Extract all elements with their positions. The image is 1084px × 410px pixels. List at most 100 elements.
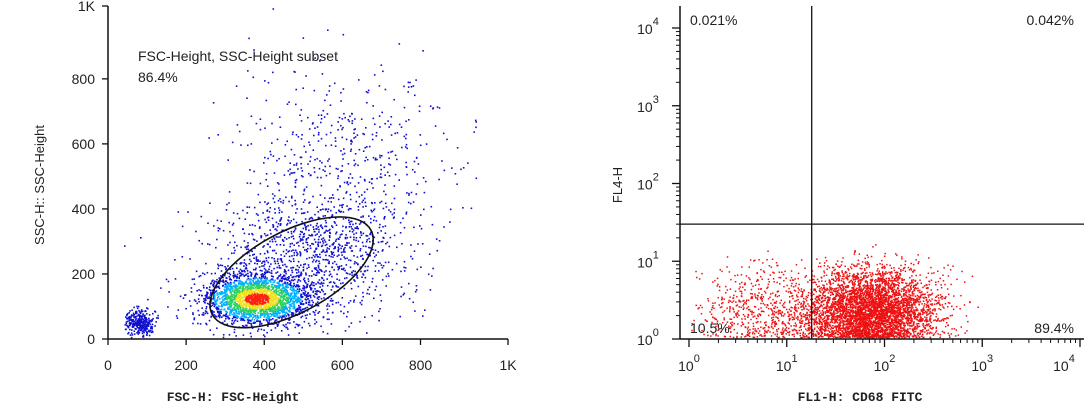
scatter-point — [255, 309, 258, 311]
scatter-point — [227, 317, 229, 319]
scatter-point — [303, 280, 306, 283]
scatter-point — [291, 269, 293, 272]
scatter-point — [746, 331, 749, 334]
scatter-point — [204, 298, 206, 300]
scatter-point — [199, 274, 202, 277]
scatter-point — [272, 295, 275, 298]
scatter-point — [258, 307, 261, 310]
scatter-point — [878, 320, 880, 322]
scatter-point — [285, 294, 288, 296]
scatter-point — [367, 91, 369, 94]
scatter-point — [278, 312, 280, 315]
scatter-point — [398, 123, 401, 126]
scatter-point — [349, 300, 352, 302]
scatter-point — [253, 285, 255, 287]
scatter-point — [353, 255, 355, 257]
scatter-point — [272, 279, 274, 281]
scatter-point — [266, 298, 269, 301]
scatter-point — [411, 258, 414, 260]
scatter-point — [915, 315, 918, 318]
scatter-point — [422, 50, 424, 52]
scatter-point — [244, 218, 247, 220]
scatter-point — [210, 300, 212, 302]
scatter-point — [270, 289, 272, 292]
scatter-point — [926, 309, 929, 311]
scatter-point — [283, 325, 286, 328]
scatter-point — [212, 298, 215, 301]
scatter-point — [314, 268, 317, 270]
scatter-point — [235, 308, 237, 310]
scatter-point — [451, 167, 453, 169]
scatter-point — [167, 306, 169, 308]
scatter-point — [280, 304, 283, 307]
scatter-point — [311, 281, 313, 283]
scatter-point — [350, 143, 352, 145]
scatter-point — [254, 314, 257, 317]
scatter-point — [281, 261, 284, 263]
scatter-point — [776, 316, 779, 319]
scatter-point — [876, 270, 878, 272]
scatter-point — [267, 286, 270, 289]
scatter-point — [268, 271, 270, 273]
scatter-point — [283, 295, 285, 298]
scatter-point — [265, 317, 268, 319]
scatter-point — [246, 307, 249, 309]
scatter-point — [276, 290, 279, 293]
scatter-point — [415, 285, 418, 287]
scatter-point — [185, 307, 187, 310]
scatter-point — [369, 240, 371, 243]
scatter-point — [273, 236, 275, 239]
scatter-point — [262, 246, 264, 248]
scatter-point — [373, 236, 376, 239]
scatter-point — [279, 303, 282, 305]
scatter-point — [274, 321, 276, 323]
scatter-point — [377, 241, 380, 244]
scatter-point — [255, 283, 257, 286]
scatter-point — [277, 199, 280, 202]
scatter-point — [380, 300, 383, 302]
scatter-point — [311, 256, 313, 259]
scatter-point — [133, 323, 135, 325]
scatter-point — [869, 321, 871, 323]
scatter-point — [274, 279, 276, 282]
scatter-point — [182, 297, 185, 299]
scatter-point — [294, 199, 296, 202]
scatter-point — [297, 271, 300, 273]
scatter-point — [205, 307, 207, 310]
scatter-point — [408, 282, 410, 285]
scatter-point — [331, 303, 334, 306]
scatter-point — [241, 296, 244, 299]
scatter-point — [354, 280, 356, 282]
scatter-point — [249, 285, 252, 288]
scatter-point — [315, 321, 318, 323]
scatter-point — [330, 251, 333, 253]
scatter-point — [212, 279, 214, 282]
scatter-point — [247, 144, 249, 147]
scatter-point — [891, 289, 893, 292]
scatter-point — [334, 240, 337, 242]
scatter-point — [263, 284, 265, 287]
scatter-point — [311, 123, 314, 125]
scatter-point — [296, 253, 299, 255]
scatter-point — [206, 271, 209, 274]
scatter-point — [202, 300, 205, 303]
scatter-point — [344, 237, 347, 240]
scatter-point — [351, 228, 353, 230]
scatter-point — [242, 301, 244, 303]
scatter-point — [293, 164, 295, 166]
scatter-point — [232, 222, 235, 225]
scatter-point — [741, 281, 743, 284]
scatter-point — [129, 323, 132, 326]
scatter-point — [147, 307, 149, 310]
scatter-point — [804, 267, 806, 269]
scatter-point — [380, 264, 383, 266]
scatter-point — [300, 175, 303, 177]
scatter-point — [254, 312, 257, 315]
scatter-point — [141, 315, 144, 318]
scatter-point — [154, 325, 156, 327]
scatter-point — [374, 202, 376, 204]
scatter-point — [141, 327, 144, 329]
scatter-point — [296, 288, 299, 290]
scatter-point — [127, 326, 130, 329]
scatter-point — [378, 270, 380, 272]
